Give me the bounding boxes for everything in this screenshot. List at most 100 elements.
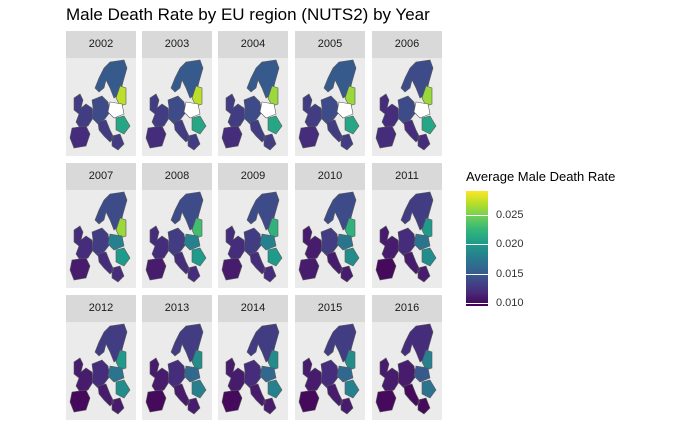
facet-panel-2004: 2004 [218, 31, 288, 156]
facet-panel-2007: 2007 [66, 163, 136, 288]
legend-tick-label: 0.015 [496, 267, 524, 280]
legend-tick-mark [466, 273, 488, 275]
region-east-upper [344, 85, 356, 107]
region-east-mid [107, 233, 125, 251]
region-east-upper [344, 349, 356, 371]
region-west [302, 225, 323, 261]
region-west [379, 93, 400, 129]
europe-map [69, 59, 131, 151]
europe-map [221, 323, 283, 415]
europe-map [69, 323, 131, 415]
region-iberia [69, 125, 91, 149]
facet-map [295, 190, 365, 288]
region-south [173, 119, 201, 151]
facet-panel-2008: 2008 [142, 163, 212, 288]
europe-map [298, 59, 360, 151]
facet-strip-label: 2006 [372, 31, 442, 58]
europe-map [375, 191, 437, 283]
region-east-lower [191, 247, 207, 267]
colorbar-gradient [466, 191, 488, 306]
legend-tick-label: 0.010 [496, 297, 524, 310]
legend-tick-mark [466, 244, 488, 246]
facet-map [218, 190, 288, 288]
region-south [403, 383, 431, 415]
facet-strip-label: 2007 [66, 163, 136, 190]
region-east-lower [421, 247, 437, 267]
region-central [243, 227, 263, 257]
region-iberia [298, 125, 320, 149]
region-west [149, 357, 170, 393]
region-iberia [221, 257, 243, 281]
region-east-upper [344, 217, 356, 239]
region-west [73, 225, 94, 261]
region-central [397, 95, 417, 125]
facet-panel-2002: 2002 [66, 31, 136, 156]
legend-tick-mark [466, 303, 488, 305]
region-east-lower [267, 115, 283, 135]
region-east-mid [413, 233, 431, 251]
region-central [91, 227, 111, 257]
facet-panel-2009: 2009 [218, 163, 288, 288]
region-iberia [221, 125, 243, 149]
region-iberia [221, 389, 243, 413]
region-south [403, 119, 431, 151]
region-iberia [298, 389, 320, 413]
facet-panel-2011: 2011 [372, 163, 442, 288]
region-east-lower [267, 247, 283, 267]
region-east-mid [336, 233, 354, 251]
region-east-lower [421, 379, 437, 399]
legend-tick-mark [466, 214, 488, 216]
region-west [302, 93, 323, 129]
region-east-mid [336, 365, 354, 383]
legend-tick-label: 0.020 [496, 238, 524, 251]
region-east-lower [344, 379, 360, 399]
facet-panel-2003: 2003 [142, 31, 212, 156]
facet-map [372, 58, 442, 156]
region-central [397, 359, 417, 389]
region-iberia [298, 257, 320, 281]
facet-panel-2016: 2016 [372, 295, 442, 420]
region-east-upper [267, 85, 279, 107]
region-south [97, 119, 125, 151]
facet-strip-label: 2004 [218, 31, 288, 58]
region-east-lower [191, 379, 207, 399]
region-south [173, 251, 201, 283]
region-east-upper [267, 217, 279, 239]
facet-panel-2012: 2012 [66, 295, 136, 420]
facet-map [372, 190, 442, 288]
region-iberia [375, 125, 397, 149]
facet-map [142, 322, 212, 420]
region-central [91, 95, 111, 125]
region-iberia [69, 257, 91, 281]
region-south [249, 383, 277, 415]
facet-map [372, 322, 442, 420]
region-east-lower [115, 115, 131, 135]
region-central [167, 227, 187, 257]
region-central [320, 95, 340, 125]
region-east-lower [267, 379, 283, 399]
facet-strip-label: 2003 [142, 31, 212, 58]
region-south [249, 119, 277, 151]
europe-map [375, 59, 437, 151]
facet-map [66, 322, 136, 420]
region-east-upper [191, 217, 203, 239]
region-east-lower [115, 247, 131, 267]
region-east-upper [421, 349, 433, 371]
region-south [326, 119, 354, 151]
facet-strip-label: 2016 [372, 295, 442, 322]
region-east-mid-missing [107, 101, 125, 119]
region-east-upper [191, 349, 203, 371]
region-south [97, 251, 125, 283]
facet-panel-2005: 2005 [295, 31, 365, 156]
europe-map [375, 323, 437, 415]
region-west [379, 225, 400, 261]
facet-map [295, 58, 365, 156]
region-east-mid-missing [183, 101, 201, 119]
legend-colorbar [466, 191, 488, 306]
chart-title: Male Death Rate by EU region (NUTS2) by … [66, 5, 430, 24]
facet-panel-2010: 2010 [295, 163, 365, 288]
region-east-mid [107, 365, 125, 383]
facet-strip-label: 2002 [66, 31, 136, 58]
region-east-mid [183, 365, 201, 383]
